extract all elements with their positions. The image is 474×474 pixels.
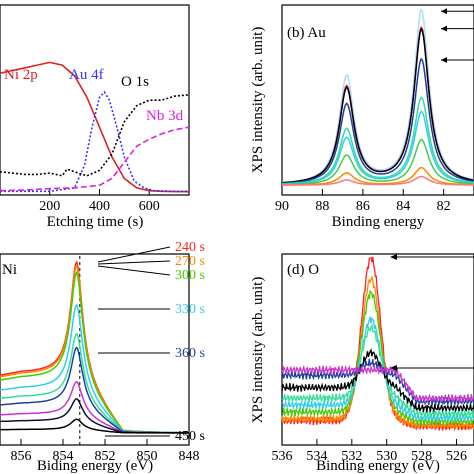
panel-b-arrowhead (441, 56, 447, 63)
panel-a-xtick-label: 400 (89, 199, 110, 214)
panel-b-spectrum (282, 175, 474, 186)
legend-nb3d: Nb 3d (146, 108, 184, 124)
legend-ni2p: Ni 2p (4, 67, 38, 83)
panel-b-title: (b) Au (287, 25, 326, 41)
panel-b-spectrum (282, 110, 474, 185)
panel-d-arrowhead (390, 254, 397, 260)
panel-b-spectrum (281, 8, 474, 184)
panel-d-spectrum (281, 364, 474, 404)
panel-d-spectrum (281, 275, 474, 431)
panel-c-arrow (97, 260, 171, 265)
panel-d-xtick-label: 532 (341, 449, 362, 464)
panel-d-arrowhead (390, 365, 397, 371)
panel-c-arrow (97, 265, 171, 276)
panel-b-spectrum (282, 138, 474, 186)
panel-c-xtick-label: 848 (179, 449, 200, 464)
panel-b-frame (281, 4, 474, 196)
panel-b-xtick-label: 88 (315, 199, 329, 214)
panel-d-xtick-label: 536 (272, 449, 293, 464)
panel-a-series-line (0, 126, 190, 192)
panel-c-xlabel: Biding energy (eV) (37, 458, 153, 474)
panel-c-time-label: 360 s (175, 346, 205, 361)
panel-d-xtick-label: 526 (446, 449, 467, 464)
panel-c-xtick-label: 856 (11, 449, 32, 464)
panel-c-xtick-label: 850 (137, 449, 158, 464)
panel-c-time-label: 330 s (175, 302, 205, 317)
panel-c-time-label: 450 s (175, 429, 205, 444)
panel-d-frame (281, 253, 474, 446)
panel-b-xtick-label: 90 (275, 199, 289, 214)
panel-c-arrow (97, 246, 171, 263)
panel-d-xtick-label: 530 (376, 449, 397, 464)
panel-b-spectrum (281, 57, 474, 184)
panel-b-arrowhead (441, 8, 447, 15)
panel-b-au: 90 88 86 84 82 (b) Au Binding energy XPS int… (250, 4, 474, 230)
panel-a-xtick-label: 600 (139, 199, 160, 214)
panel-d-spectrum (281, 358, 474, 406)
panel-d-spectrum (281, 323, 474, 420)
panel-b-xtick-label: 82 (437, 199, 451, 214)
panel-c-title: Ni (2, 262, 17, 278)
panel-a-xtick-label: 200 (39, 199, 60, 214)
panel-b-xtick-label: 84 (396, 199, 410, 214)
panel-b-ylabel: XPS intensity (arb. unit) (250, 27, 266, 174)
panel-c-frame (0, 253, 190, 446)
panel-c-time-label: 300 s (175, 268, 205, 283)
panel-a-series-line (0, 90, 189, 193)
panel-c-ni: 856 854 852 850 848 Ni Biding energy (eV) 24… (0, 240, 205, 474)
legend-au4f: Au 4f (69, 67, 104, 83)
panel-d-title: (d) O (287, 262, 319, 278)
panel-d-ylabel: XPS intensity (arb. unit) (250, 277, 266, 424)
panel-d-xlabel: Binding energy (eV) (316, 458, 440, 474)
panel-c-time-label: 240 s (175, 240, 205, 255)
panel-d-arrows (390, 254, 474, 371)
panel-c-xtick-label: 854 (53, 449, 74, 464)
panel-d-o: 536 534 532 530 528 526 (d) O Binding energy … (250, 253, 474, 474)
panel-a-frame (0, 4, 190, 196)
panel-b-xlabel: Binding energy (332, 214, 425, 230)
panel-b-arrows (441, 8, 474, 63)
panel-b-arrowhead (441, 25, 447, 32)
panel-b-spectrum (282, 27, 474, 184)
panel-c-xtick-label: 852 (95, 449, 116, 464)
panel-b-xtick-label: 86 (356, 199, 370, 214)
panel-b-spectrum (281, 25, 474, 184)
panel-a-series-line (0, 94, 190, 177)
panel-d-xtick-label: 528 (411, 449, 432, 464)
panel-c-time-label: 270 s (175, 254, 205, 269)
panel-c-spectrum (0, 418, 189, 434)
panel-c-spectrum (0, 270, 189, 434)
panel-a-xlabel: Etching time (s) (47, 214, 144, 230)
panel-a-series-line (0, 61, 190, 193)
panel-d-xtick-label: 534 (306, 449, 327, 464)
legend-o1s: O 1s (121, 74, 149, 90)
panel-b-spectrum (282, 96, 474, 185)
panel-d-spectrum (281, 348, 474, 414)
panel-a-depth-profile: 200 400 600 Etching time (s) Ni 2p Au 4f O… (0, 4, 190, 230)
